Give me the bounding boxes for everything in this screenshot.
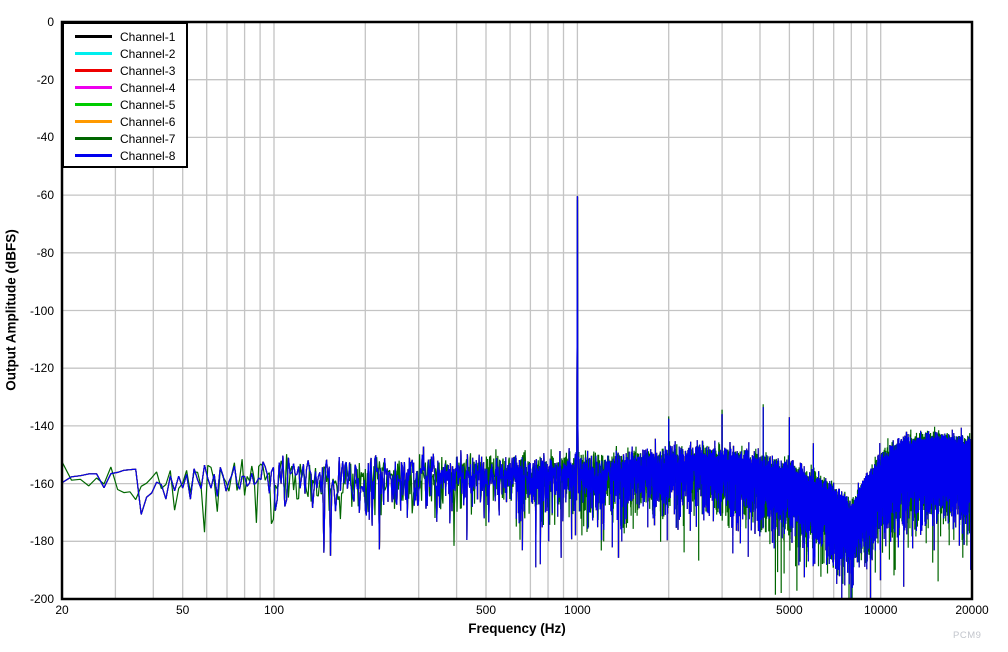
legend-item-channel-8: Channel-8 <box>64 147 186 164</box>
legend-label: Channel-8 <box>120 148 176 163</box>
legend-item-channel-2: Channel-2 <box>64 45 186 62</box>
legend-item-channel-1: Channel-1 <box>64 28 186 45</box>
y-tick-label: -120 <box>29 361 54 376</box>
y-tick-label: 0 <box>47 15 54 29</box>
y-tick-label: -100 <box>29 303 54 318</box>
legend-swatch <box>75 137 112 140</box>
legend-swatch <box>75 120 112 123</box>
x-tick-label: 20 <box>55 603 69 617</box>
legend-label: Channel-4 <box>120 80 176 95</box>
x-tick-label: 20000 <box>955 603 989 617</box>
legend-label: Channel-7 <box>120 131 176 146</box>
x-axis-label: Frequency (Hz) <box>468 621 566 636</box>
legend-label: Channel-6 <box>120 114 176 129</box>
legend-label: Channel-3 <box>120 63 176 78</box>
y-tick-label: -40 <box>36 130 54 145</box>
x-tick-label: 5000 <box>776 603 803 617</box>
y-tick-label: -80 <box>36 245 54 260</box>
legend-item-channel-5: Channel-5 <box>64 96 186 113</box>
traces <box>61 195 973 600</box>
legend-swatch <box>75 52 112 55</box>
x-tick-label: 10000 <box>864 603 898 617</box>
x-tick-label: 1000 <box>564 603 591 617</box>
y-tick-label: -160 <box>29 476 54 491</box>
y-tick-label: -140 <box>29 418 54 433</box>
legend-item-channel-4: Channel-4 <box>64 79 186 96</box>
trace-channel-8 <box>61 195 973 600</box>
legend-item-channel-3: Channel-3 <box>64 62 186 79</box>
legend-swatch <box>75 154 112 157</box>
legend-swatch <box>75 86 112 89</box>
legend-label: Channel-1 <box>120 29 176 44</box>
legend-item-channel-6: Channel-6 <box>64 113 186 130</box>
x-tick-label: 100 <box>263 603 285 617</box>
plot-border <box>60 20 974 601</box>
x-tick-label: 500 <box>475 603 497 617</box>
legend-swatch <box>75 103 112 106</box>
watermark: PCM9 <box>953 630 982 641</box>
x-tick-label: 50 <box>176 603 190 617</box>
y-tick-label: -60 <box>36 188 54 203</box>
legend: Channel-1 Channel-2 Channel-3 Channel-4 Chan… <box>62 22 188 168</box>
legend-item-channel-7: Channel-7 <box>64 130 186 147</box>
legend-swatch <box>75 69 112 72</box>
y-tick-label: -20 <box>36 72 54 87</box>
legend-label: Channel-5 <box>120 97 176 112</box>
y-tick-label: -180 <box>29 534 54 549</box>
y-tick-label: -200 <box>29 592 54 606</box>
legend-label: Channel-2 <box>120 46 176 61</box>
legend-swatch <box>75 35 112 38</box>
